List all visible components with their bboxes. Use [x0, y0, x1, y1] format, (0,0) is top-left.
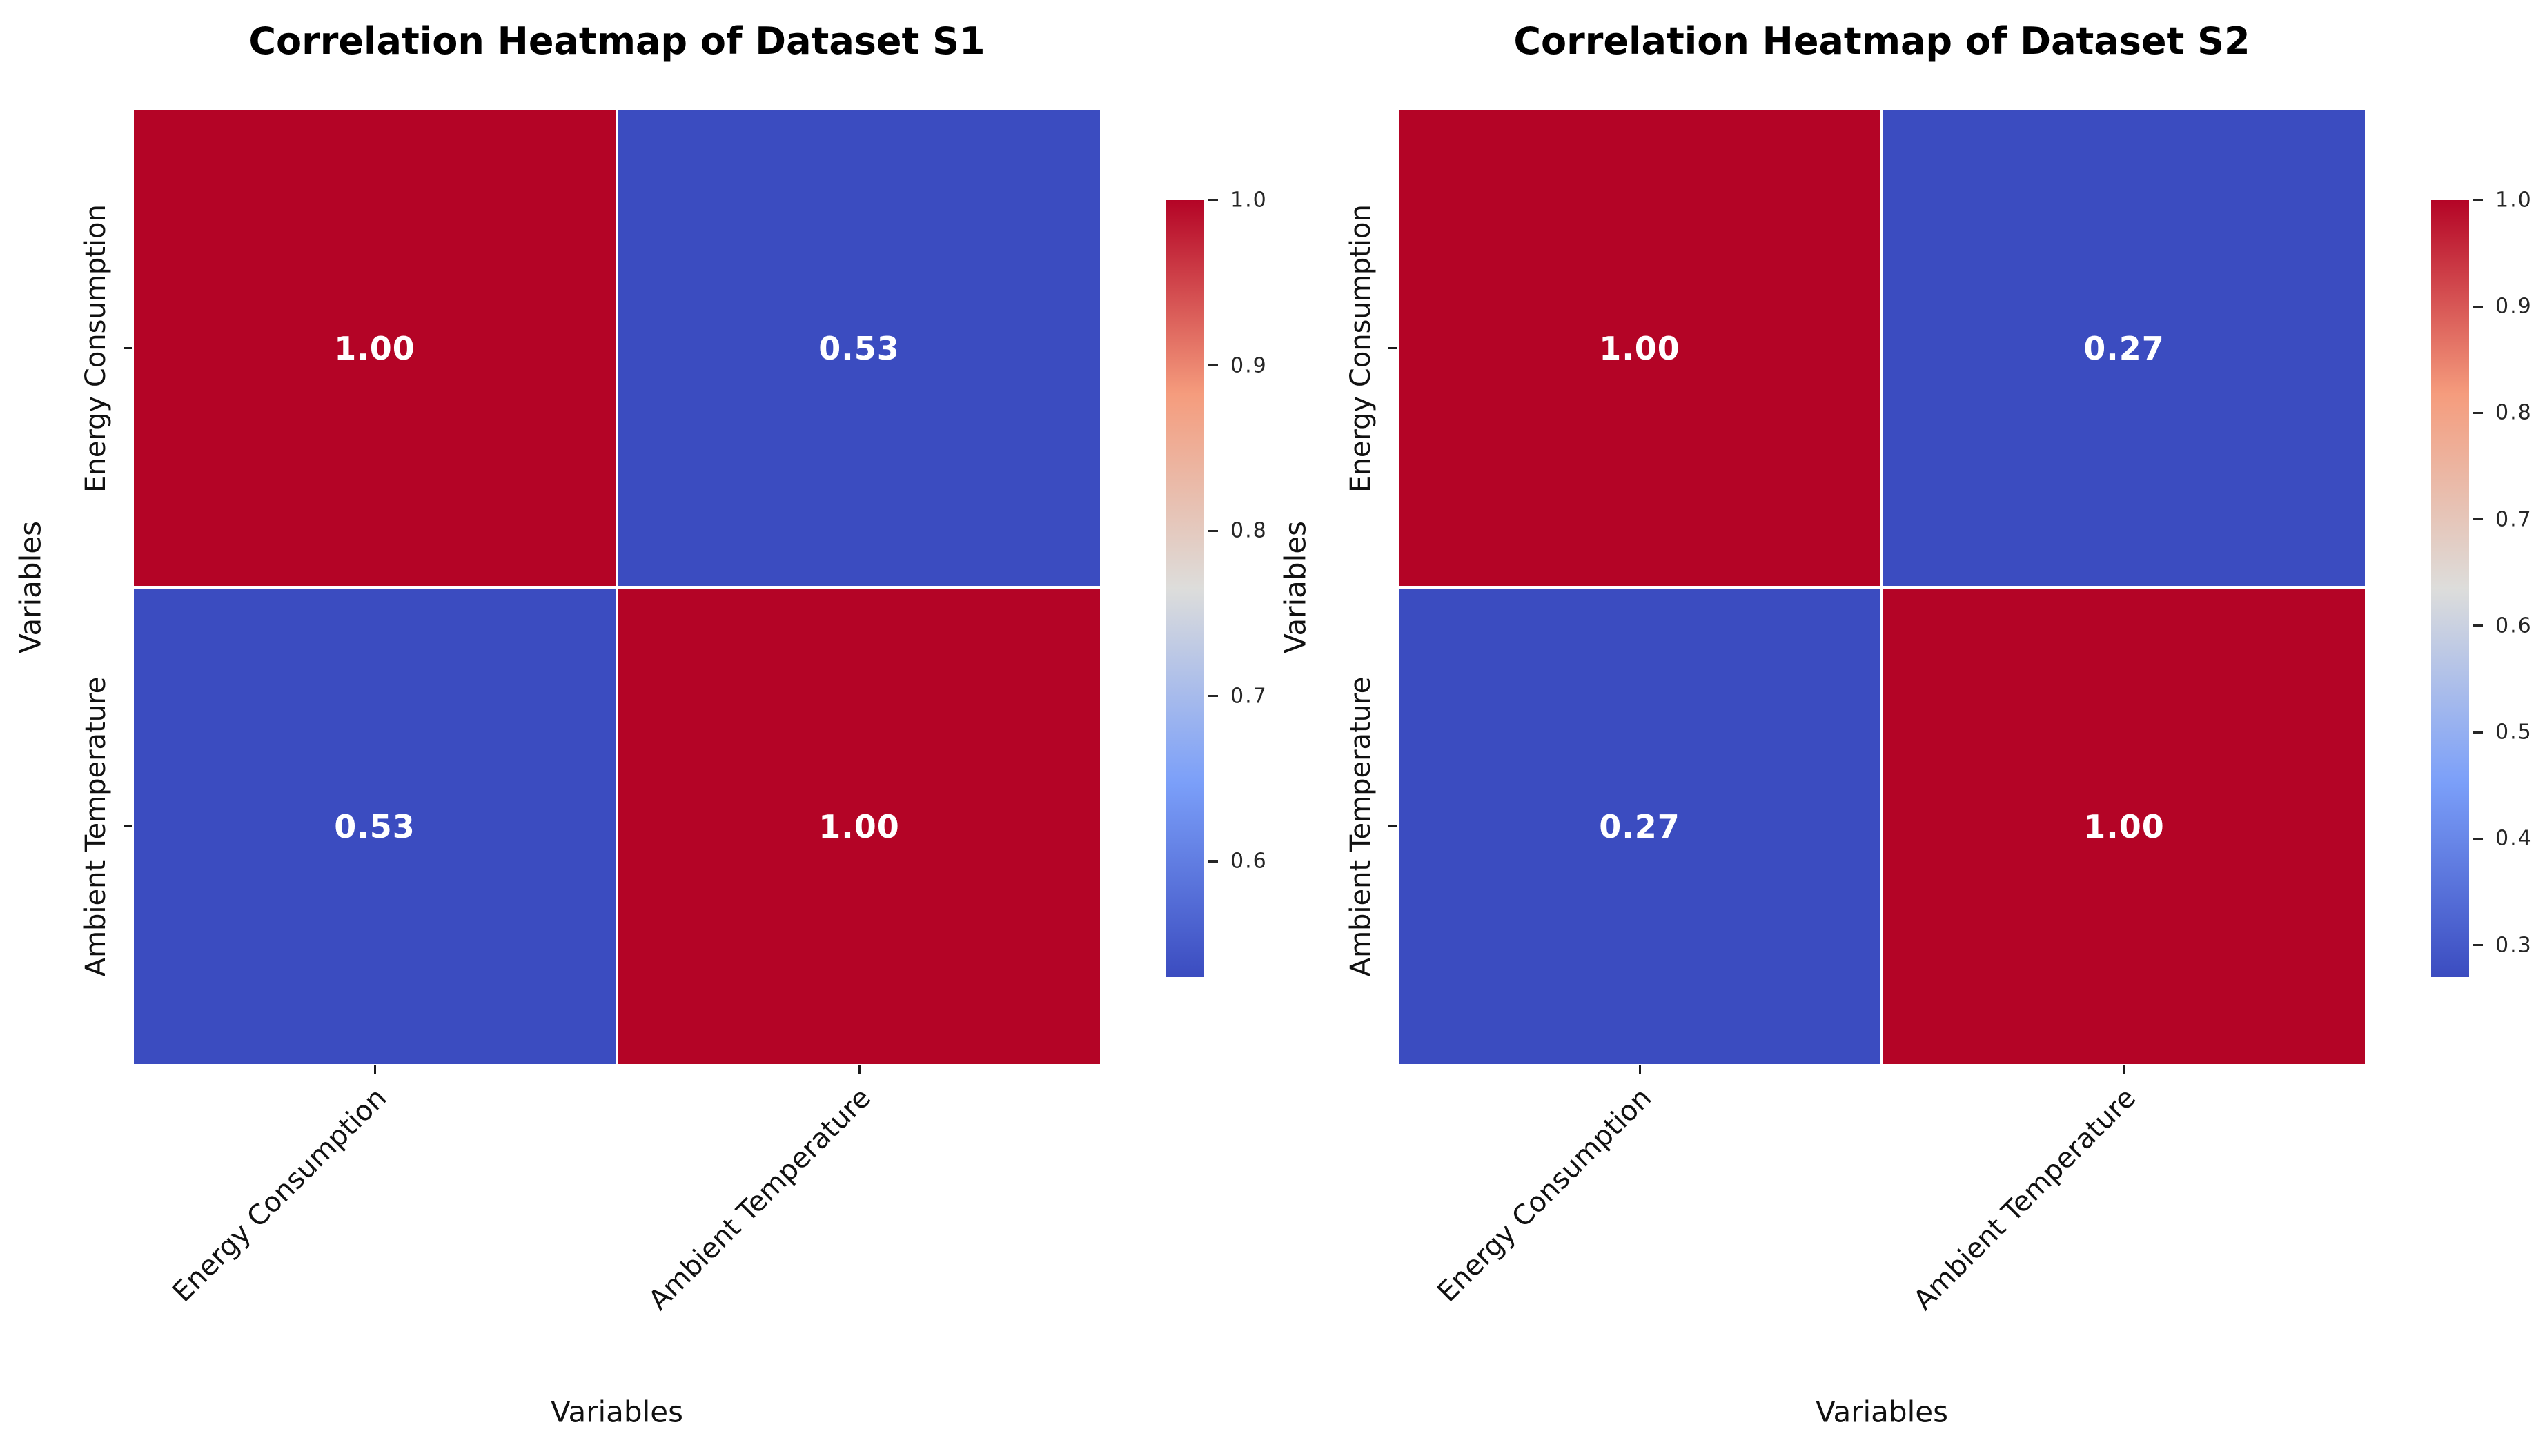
x-tick-label: Ambient Temperature [642, 1082, 878, 1317]
y-tick-label: Energy Consumption [1345, 204, 1377, 493]
colorbar-tick-label: 1.0 [2495, 188, 2533, 213]
chart-title: Correlation Heatmap of Dataset S2 [1513, 19, 2250, 63]
y-tick-mark [124, 347, 132, 349]
colorbar-tick-mark [2473, 944, 2483, 947]
cell-value: 1.00 [1599, 329, 1680, 367]
colorbar-tick-mark [2473, 624, 2483, 627]
colorbar-tick-mark [2473, 199, 2483, 201]
x-tick-label: Energy Consumption [1431, 1082, 1658, 1308]
heatmap-cell: 0.27 [1883, 110, 2365, 586]
colorbar-tick-mark [2473, 411, 2483, 414]
heatmap-grid: 1.00 0.53 0.53 1.00 [134, 110, 1100, 1064]
y-tick-mark [1388, 347, 1397, 349]
y-axis-label: Variables [13, 521, 48, 653]
colorbar-tick-mark [1208, 860, 1218, 863]
cell-value: 1.00 [2083, 807, 2165, 845]
x-tick-label: Energy Consumption [166, 1082, 393, 1308]
heatmap-cell: 0.27 [1399, 589, 1880, 1064]
colorbar-tick-label: 0.7 [1230, 684, 1268, 709]
colorbar-tick-label: 0.8 [1230, 518, 1268, 543]
heatmap-cell: 1.00 [1399, 110, 1880, 586]
y-tick-label: Ambient Temperature [80, 676, 112, 976]
colorbar-tick-mark [1208, 199, 1218, 201]
chart-title: Correlation Heatmap of Dataset S1 [248, 19, 985, 63]
colorbar-tick-label: 0.9 [1230, 353, 1268, 378]
colorbar-tick-label: 0.8 [2495, 400, 2533, 425]
colorbar-tick-label: 0.6 [2495, 613, 2533, 638]
cell-value: 0.27 [1599, 807, 1680, 845]
colorbar-tick-label: 0.5 [2495, 720, 2533, 745]
y-tick-label: Energy Consumption [80, 204, 112, 493]
y-axis-label: Variables [1278, 521, 1313, 653]
colorbar-tick-label: 0.3 [2495, 933, 2533, 958]
colorbar-tick-label: 0.7 [2495, 507, 2533, 532]
heatmap-grid: 1.00 0.27 0.27 1.00 [1399, 110, 2365, 1064]
colorbar-tick-label: 1.0 [1230, 188, 1268, 213]
colorbar-tick-mark [2473, 731, 2483, 734]
colorbar-tick-mark [1208, 364, 1218, 367]
cell-value: 1.00 [818, 807, 900, 845]
x-tick-mark [2123, 1065, 2125, 1074]
cell-value: 1.00 [334, 329, 415, 367]
y-tick-mark [124, 825, 132, 827]
colorbar-tick-mark [2473, 518, 2483, 521]
colorbar-tick-mark [2473, 837, 2483, 840]
cell-value: 0.53 [818, 329, 900, 367]
colorbar [2431, 200, 2469, 977]
colorbar-tick-mark [1208, 529, 1218, 532]
heatmap-cell: 0.53 [134, 589, 616, 1064]
heatmap-cell: 1.00 [1883, 589, 2365, 1064]
x-tick-mark [858, 1065, 861, 1074]
colorbar-tick-mark [2473, 305, 2483, 308]
y-tick-label: Ambient Temperature [1345, 676, 1377, 976]
heatmap-cell: 0.53 [618, 110, 1100, 586]
colorbar-tick-label: 0.6 [1230, 849, 1268, 874]
x-tick-label: Ambient Temperature [1907, 1082, 2143, 1317]
colorbar-tick-label: 0.9 [2495, 294, 2533, 319]
colorbar-tick-label: 0.4 [2495, 826, 2533, 851]
x-axis-label: Variables [551, 1395, 683, 1429]
cell-value: 0.27 [2083, 329, 2165, 367]
cell-value: 0.53 [334, 807, 415, 845]
x-tick-mark [373, 1065, 376, 1074]
colorbar-tick-mark [1208, 695, 1218, 698]
heatmap-cell: 1.00 [134, 110, 616, 586]
x-axis-label: Variables [1816, 1395, 1948, 1429]
y-tick-mark [1388, 825, 1397, 827]
colorbar [1166, 200, 1204, 977]
heatmap-cell: 1.00 [618, 589, 1100, 1064]
x-tick-mark [1638, 1065, 1641, 1074]
